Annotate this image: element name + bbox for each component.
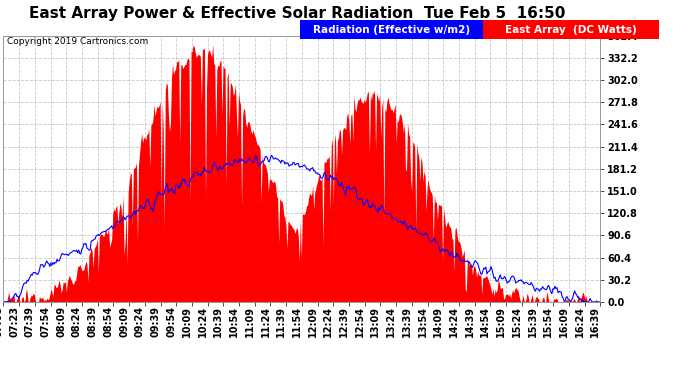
Text: 13:54: 13:54 (417, 306, 428, 337)
Text: Copyright 2019 Cartronics.com: Copyright 2019 Cartronics.com (7, 38, 148, 46)
Text: Radiation (Effective w/m2): Radiation (Effective w/m2) (313, 25, 470, 34)
Text: 13:24: 13:24 (386, 306, 396, 337)
Text: 12:24: 12:24 (324, 306, 333, 337)
Text: East Array Power & Effective Solar Radiation  Tue Feb 5  16:50: East Array Power & Effective Solar Radia… (28, 6, 565, 21)
Text: 16:24: 16:24 (575, 306, 584, 337)
Text: 10:39: 10:39 (213, 306, 224, 337)
Text: 12:09: 12:09 (308, 306, 317, 337)
Text: 12:39: 12:39 (339, 306, 349, 337)
Text: 09:39: 09:39 (150, 306, 161, 337)
Text: 09:09: 09:09 (119, 306, 129, 337)
Text: 08:09: 08:09 (57, 306, 66, 337)
Text: 09:24: 09:24 (135, 306, 145, 337)
Text: 13:39: 13:39 (402, 306, 412, 337)
Text: 14:09: 14:09 (433, 306, 443, 337)
Text: 15:39: 15:39 (527, 306, 538, 337)
Text: 15:54: 15:54 (543, 306, 553, 337)
Text: 08:54: 08:54 (104, 306, 113, 337)
Text: 11:24: 11:24 (260, 306, 270, 337)
Text: 15:24: 15:24 (512, 306, 522, 337)
Text: 14:54: 14:54 (480, 306, 491, 337)
Text: 10:24: 10:24 (197, 306, 208, 337)
Text: 10:54: 10:54 (229, 306, 239, 337)
Text: 16:39: 16:39 (591, 306, 600, 337)
Text: 13:09: 13:09 (371, 306, 380, 337)
Text: 14:24: 14:24 (449, 306, 459, 337)
Text: 15:09: 15:09 (496, 306, 506, 337)
Text: 14:39: 14:39 (464, 306, 475, 337)
Text: 09:54: 09:54 (166, 306, 176, 337)
Text: 07:08: 07:08 (0, 306, 3, 337)
Text: 11:54: 11:54 (292, 306, 302, 337)
Text: 10:09: 10:09 (182, 306, 192, 337)
Text: 16:09: 16:09 (559, 306, 569, 337)
Text: 12:54: 12:54 (355, 306, 365, 337)
Text: 07:23: 07:23 (9, 306, 19, 337)
Text: 08:39: 08:39 (88, 306, 98, 337)
Text: 07:39: 07:39 (25, 306, 35, 337)
Text: 11:39: 11:39 (276, 306, 286, 337)
Text: East Array  (DC Watts): East Array (DC Watts) (505, 25, 637, 34)
Text: 11:09: 11:09 (245, 306, 255, 337)
Text: 07:54: 07:54 (41, 306, 50, 337)
Text: 08:24: 08:24 (72, 306, 82, 337)
